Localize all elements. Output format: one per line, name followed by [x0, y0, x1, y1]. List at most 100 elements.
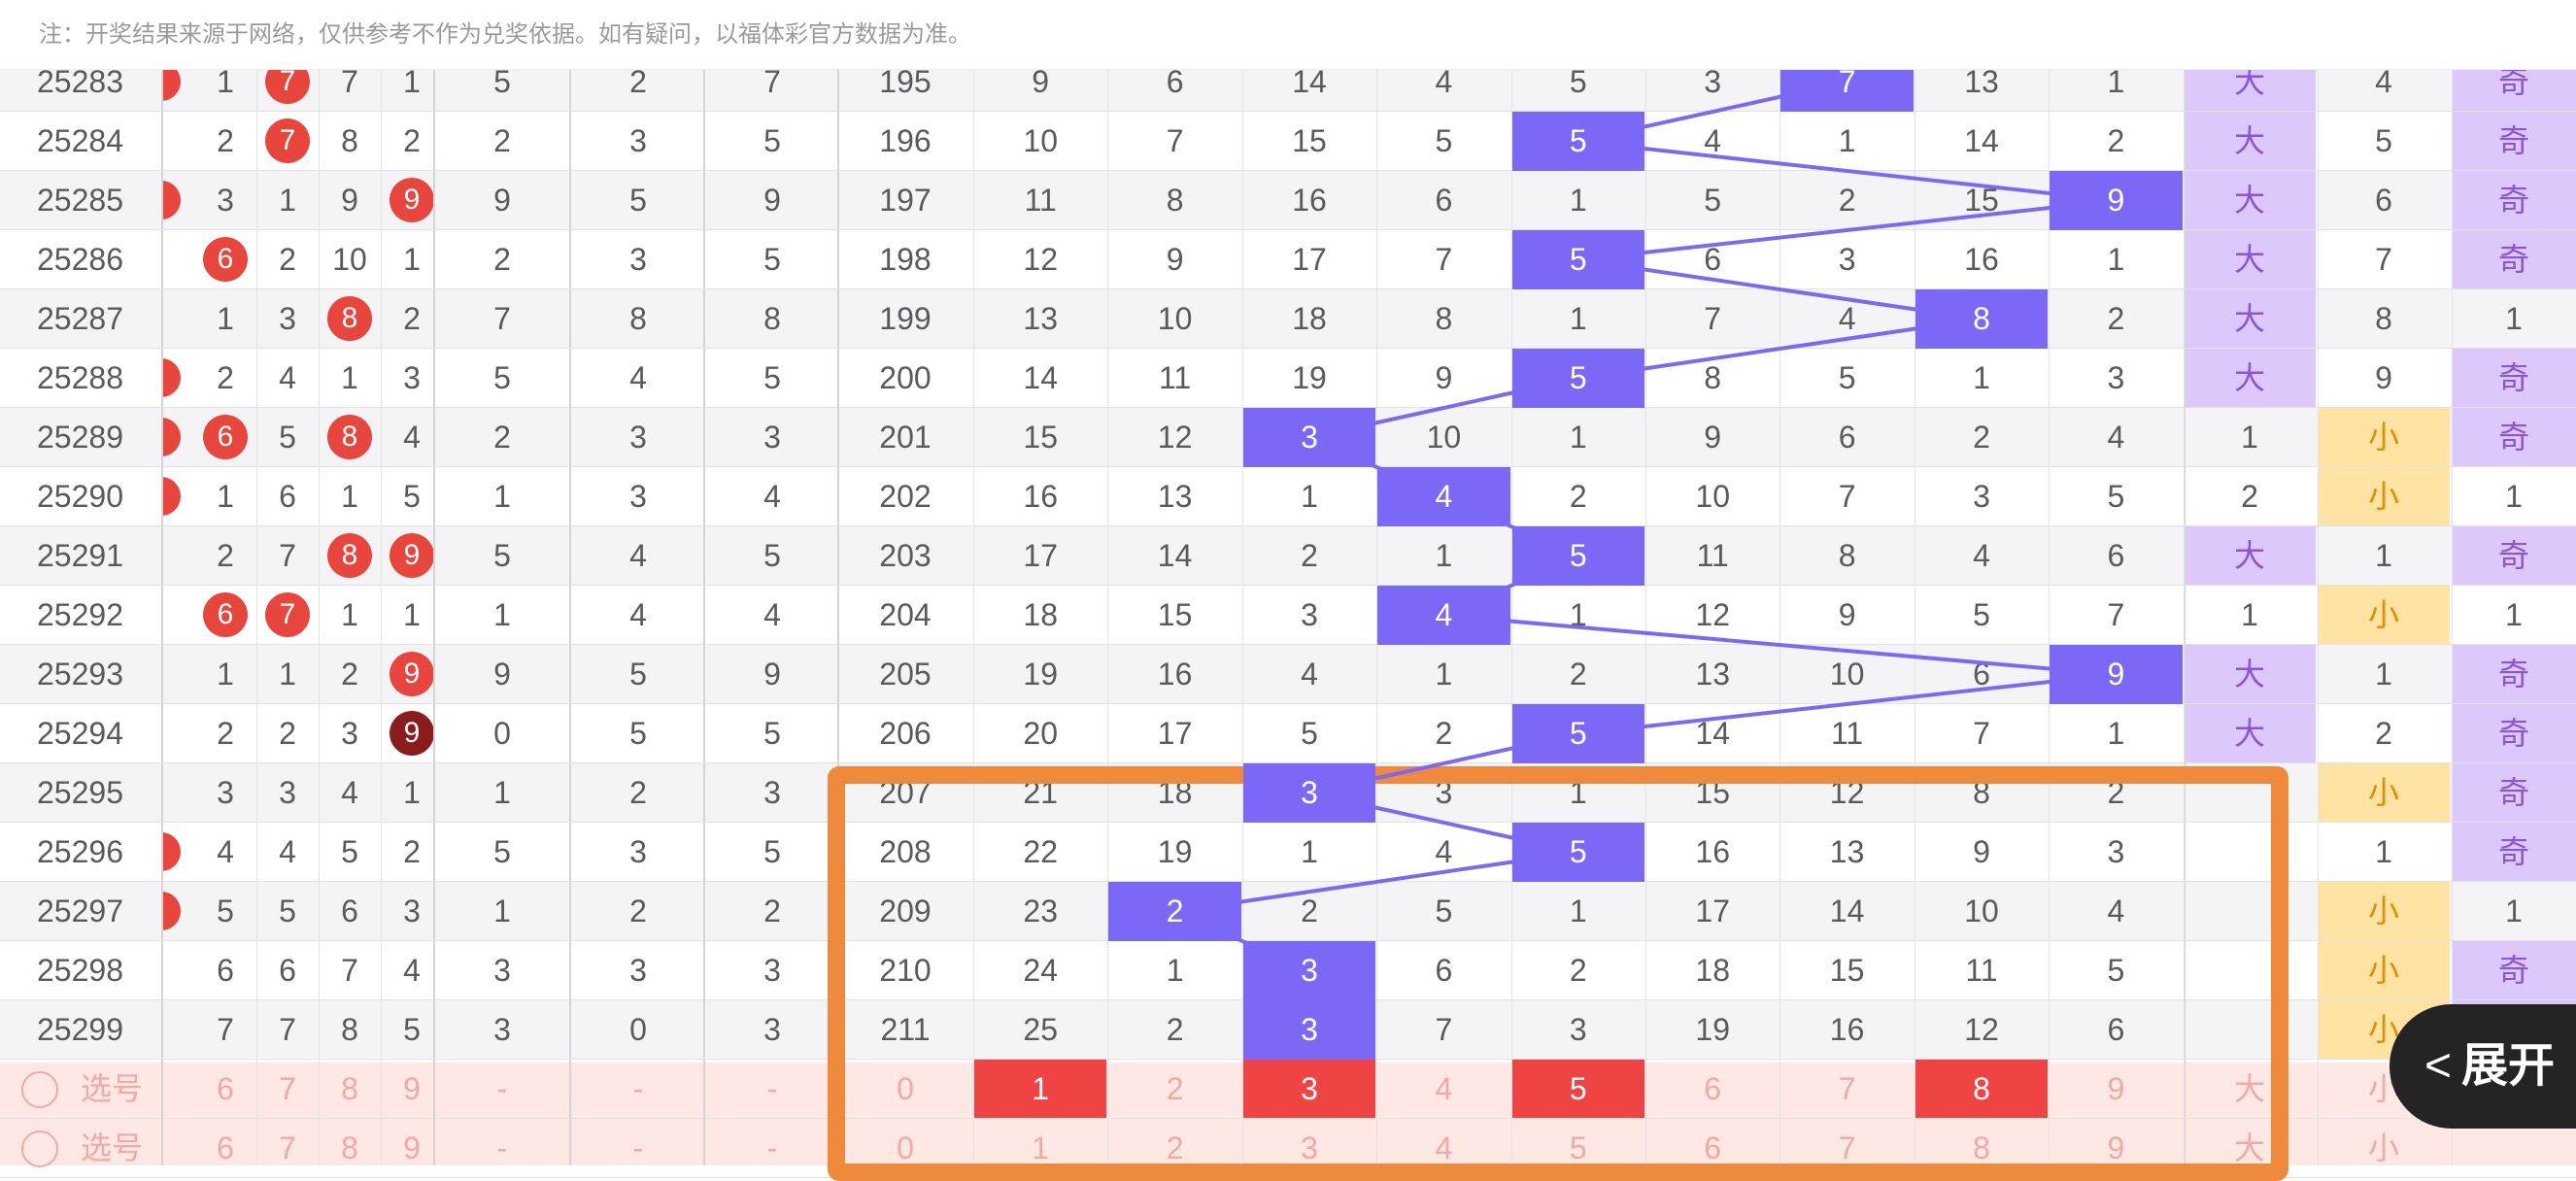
- omission-0: 199: [879, 301, 932, 336]
- stat-c: 3: [763, 420, 781, 455]
- select-number[interactable]: 8: [1973, 1130, 1990, 1165]
- small-bg: [2318, 763, 2450, 823]
- omission-cell: 4: [1973, 538, 1990, 573]
- odd-cell: 奇: [2497, 834, 2529, 869]
- select-number[interactable]: 1: [1032, 1130, 1050, 1165]
- ball-edge: [161, 832, 181, 871]
- select-digit: 6: [217, 1130, 234, 1165]
- hit-cell: 5: [1511, 823, 1644, 882]
- expand-button[interactable]: < 展开: [2390, 1004, 2576, 1129]
- omission-cell: 2: [1569, 479, 1587, 514]
- omission-cell: 15: [1157, 597, 1193, 632]
- small-cell: 1: [2375, 538, 2392, 573]
- digit: 1: [217, 657, 234, 692]
- omission-cell: 11: [1158, 360, 1192, 395]
- stat-b: 3: [629, 834, 647, 869]
- omission-cell: 7: [1435, 242, 1453, 277]
- omission-cell: 4: [1838, 301, 1856, 336]
- hit-cell: 3: [1242, 1000, 1376, 1060]
- omission-cell: 5: [1704, 183, 1722, 218]
- small-cell: 小: [2367, 953, 2399, 988]
- stat-a: 9: [493, 657, 511, 692]
- digit: 4: [403, 953, 421, 988]
- row-divider: [0, 585, 2576, 586]
- omission-cell: 16: [1964, 242, 1999, 277]
- digit: 3: [403, 360, 421, 395]
- omission-cell: 7: [1166, 123, 1184, 158]
- select-number[interactable]: 9: [2107, 1071, 2125, 1106]
- select-radio-icon[interactable]: [21, 1071, 58, 1108]
- select-radio-icon[interactable]: [21, 1130, 58, 1167]
- digit: 7: [279, 1012, 296, 1047]
- size-cell: 大: [2233, 538, 2265, 573]
- omission-cell: 13: [1695, 657, 1730, 692]
- size-cell: 大: [2233, 242, 2265, 277]
- omission-cell: 10: [1695, 479, 1730, 514]
- omission-cell: 3: [1301, 597, 1318, 632]
- omission-0: 195: [879, 64, 932, 99]
- omission-cell: 9: [1166, 242, 1184, 277]
- selected-number[interactable]: 8: [1915, 1060, 2049, 1119]
- omission-cell: 6: [2107, 538, 2125, 573]
- digit: 6: [217, 953, 234, 988]
- small-cell: 小: [2367, 894, 2399, 928]
- select-number[interactable]: 4: [1435, 1071, 1453, 1106]
- omission-cell: 3: [1973, 479, 1990, 514]
- select-number[interactable]: 6: [1704, 1130, 1722, 1165]
- issue-number: 25296: [37, 834, 123, 869]
- omission-cell: 16: [1157, 657, 1193, 692]
- omission-cell: 18: [1292, 301, 1327, 336]
- digit: 1: [341, 479, 358, 514]
- select-number[interactable]: 2: [1166, 1130, 1184, 1165]
- digit: 4: [403, 420, 421, 455]
- odd-bg: [2452, 823, 2576, 882]
- column-divider: [2184, 0, 2186, 1165]
- omission-cell: 7: [1838, 479, 1856, 514]
- select-number[interactable]: 2: [1166, 1071, 1184, 1106]
- selected-number[interactable]: 1: [974, 1060, 1107, 1119]
- select-number[interactable]: 5: [1569, 1130, 1587, 1165]
- drawn-ball: 7: [265, 592, 310, 637]
- digit: 2: [217, 716, 234, 751]
- odd-bg: [2452, 408, 2576, 467]
- select-stat: -: [496, 1071, 508, 1106]
- digit: 8: [341, 1012, 358, 1047]
- digit: 5: [403, 1012, 421, 1047]
- select-number[interactable]: 6: [1704, 1071, 1722, 1106]
- omission-cell: 24: [1023, 953, 1058, 988]
- select-row[interactable]: 选号 6 7 8 9- - -0 1 2 3 4 5 6 7 8 9 大小: [0, 1119, 2576, 1178]
- digit: 1: [217, 64, 234, 99]
- select-number[interactable]: 4: [1435, 1130, 1453, 1165]
- row-divider: [0, 348, 2576, 349]
- digit: 2: [279, 242, 296, 277]
- omission-0: 202: [879, 479, 932, 514]
- omission-cell: 15: [1023, 420, 1058, 455]
- odd-bg: [2452, 704, 2576, 763]
- select-number[interactable]: 7: [1838, 1071, 1856, 1106]
- hit-cell: 3: [1242, 763, 1376, 823]
- select-number[interactable]: 3: [1301, 1130, 1318, 1165]
- select-number[interactable]: 9: [2107, 1130, 2125, 1165]
- stat-b: 4: [629, 360, 647, 395]
- hit-cell: 3: [1242, 408, 1376, 467]
- stat-c: 3: [763, 953, 781, 988]
- digit: 5: [217, 894, 234, 928]
- table-row: 25290 1 6 1 5 1 3 4 202 16 13 1 4 2 10 7 3 5 2 小 1: [0, 467, 2576, 526]
- digit: 1: [279, 183, 296, 218]
- selected-number[interactable]: 5: [1511, 1060, 1644, 1119]
- size-cell: 大: [2233, 64, 2265, 99]
- omission-cell: 9: [1838, 597, 1856, 632]
- row-divider: [0, 229, 2576, 230]
- omission-cell: 19: [1023, 657, 1058, 692]
- table-row: 25294 2 2 3 9 0 5 5 206 20 17 5 2 5 14 11 7 1 大 2 奇: [0, 704, 2576, 763]
- digit: 4: [341, 775, 358, 810]
- omission-cell: 10: [1426, 420, 1462, 455]
- omission-0: 210: [879, 953, 932, 988]
- omission-cell: 2: [1435, 716, 1453, 751]
- select-row[interactable]: 选号 6 7 8 9- - -0 1 2 3 4 5 6 7 8 9 大小: [0, 1060, 2576, 1119]
- stat-a: 5: [493, 360, 511, 395]
- stat-b: 5: [629, 183, 647, 218]
- select-number[interactable]: 7: [1838, 1130, 1856, 1165]
- selected-number[interactable]: 3: [1242, 1060, 1376, 1119]
- stat-c: 7: [763, 64, 781, 99]
